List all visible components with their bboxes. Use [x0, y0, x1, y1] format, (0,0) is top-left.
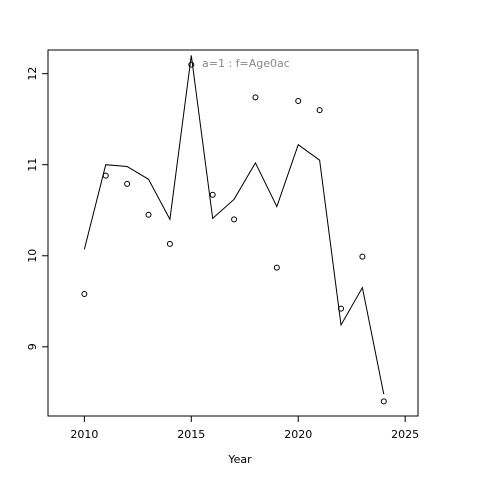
data-point — [231, 216, 238, 223]
data-point — [209, 191, 216, 198]
annotation: a=1 : f=Age0ac — [202, 57, 290, 70]
y-tick-label: 11 — [26, 158, 39, 172]
data-point — [124, 180, 131, 187]
data-point — [102, 172, 109, 179]
y-tick-label: 10 — [26, 249, 39, 263]
data-point — [81, 291, 88, 297]
x-tick-label: 2025 — [391, 428, 419, 441]
data-point — [145, 211, 152, 218]
data-point — [252, 94, 259, 101]
data-point — [295, 97, 302, 104]
y-tick-label: 9 — [26, 343, 39, 350]
data-point — [380, 398, 387, 405]
data-point — [338, 305, 345, 312]
data-point — [188, 61, 195, 68]
x-tick-label: 2020 — [284, 428, 312, 441]
data-point — [316, 107, 323, 114]
x-axis-label: Year — [227, 453, 252, 466]
y-tick-label: 12 — [26, 67, 39, 81]
plot-frame — [47, 49, 419, 417]
x-tick-label: 2015 — [177, 428, 205, 441]
data-point — [273, 264, 280, 271]
x-tick-label: 2010 — [70, 428, 98, 441]
data-line — [83, 55, 385, 395]
data-point — [359, 253, 366, 260]
data-point — [166, 240, 173, 247]
